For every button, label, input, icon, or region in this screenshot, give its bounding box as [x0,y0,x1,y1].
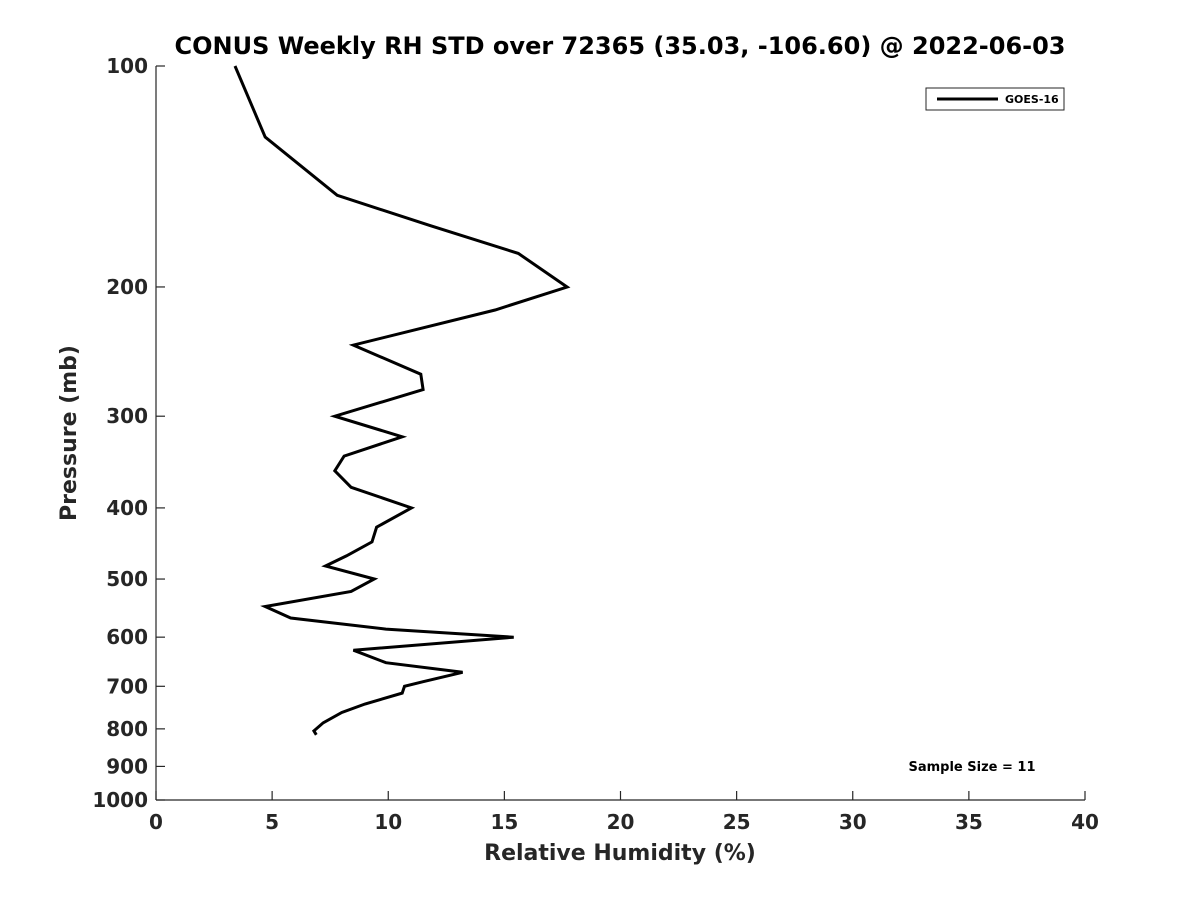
y-tick-label: 900 [106,754,148,778]
series-group [233,65,571,736]
x-ticks: 0 5 10 15 20 25 30 35 40 [149,791,1099,834]
y-tick-label: 500 [106,567,148,591]
plot-area [155,66,1085,801]
x-tick-label: 0 [149,810,163,834]
y-tick-label: 100 [106,54,148,78]
x-tick-label: 20 [607,810,635,834]
y-tick-label: 600 [106,625,148,649]
y-tick-label: 300 [106,404,148,428]
x-tick-label: 35 [955,810,983,834]
x-tick-label: 40 [1071,810,1099,834]
x-tick-label: 10 [374,810,402,834]
x-axis-label: Relative Humidity (%) [484,841,756,866]
chart-title: CONUS Weekly RH STD over 72365 (35.03, -… [174,32,1065,60]
x-tick-label: 15 [490,810,518,834]
y-tick-label: 400 [106,496,148,520]
sample-size-annotation: Sample Size = 11 [908,760,1035,775]
x-tick-label: 5 [265,810,279,834]
series-line-goes-16 [233,65,571,736]
y-ticks: 100 200 300 400 500 600 700 800 900 1000 [92,54,165,812]
legend-entry-goes-16: GOES-16 [1005,93,1059,106]
legend: GOES-16 [925,87,1065,111]
x-tick-label: 30 [839,810,867,834]
y-tick-label: 800 [106,717,148,741]
y-tick-label: 1000 [92,788,148,812]
y-tick-label: 200 [106,275,148,299]
y-axis-label: Pressure (mb) [57,345,82,521]
x-tick-label: 25 [723,810,751,834]
y-tick-label: 700 [106,674,148,698]
